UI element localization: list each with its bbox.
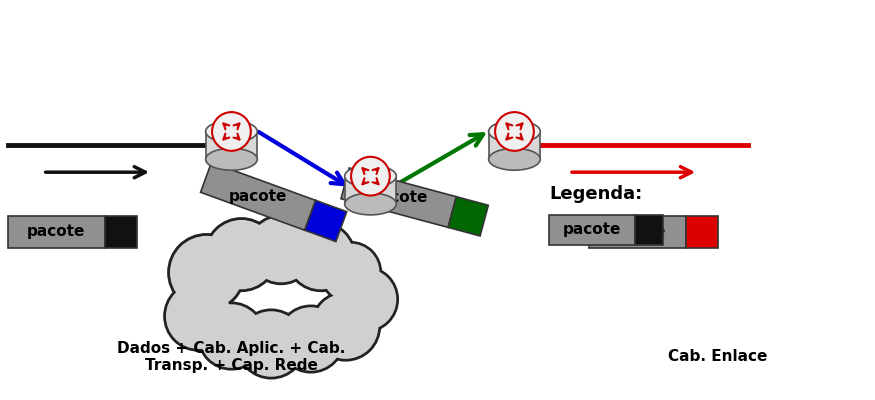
Circle shape	[169, 235, 244, 310]
Circle shape	[279, 307, 343, 371]
Bar	[635, 215, 663, 245]
Ellipse shape	[488, 120, 540, 142]
Ellipse shape	[206, 148, 257, 170]
Circle shape	[248, 216, 315, 284]
Text: Cab. Enlace: Cab. Enlace	[668, 350, 767, 364]
Bar	[304, 200, 347, 242]
Bar	[488, 132, 540, 159]
Text: pacote: pacote	[229, 189, 287, 204]
Circle shape	[333, 268, 397, 331]
Bar	[686, 216, 718, 248]
Bar	[200, 162, 316, 230]
Text: pacote: pacote	[27, 224, 86, 239]
Text: pacote: pacote	[369, 190, 428, 205]
Circle shape	[278, 306, 344, 372]
Ellipse shape	[345, 193, 396, 215]
Circle shape	[351, 157, 390, 196]
Circle shape	[248, 217, 314, 282]
Circle shape	[321, 243, 381, 302]
Circle shape	[170, 236, 243, 309]
Circle shape	[288, 224, 354, 289]
Ellipse shape	[206, 120, 257, 142]
Circle shape	[313, 293, 378, 359]
Circle shape	[212, 112, 251, 151]
Bar	[8, 216, 105, 248]
Text: pacote: pacote	[608, 224, 667, 239]
Bar	[345, 176, 396, 204]
Circle shape	[238, 311, 304, 377]
Bar	[206, 132, 257, 159]
Ellipse shape	[345, 165, 396, 187]
Circle shape	[200, 304, 263, 368]
Bar	[105, 216, 137, 248]
Circle shape	[334, 268, 396, 330]
Bar	[550, 215, 635, 245]
Circle shape	[237, 310, 304, 378]
Circle shape	[206, 219, 277, 290]
Circle shape	[199, 303, 264, 369]
Circle shape	[164, 282, 233, 350]
Circle shape	[287, 223, 354, 290]
Circle shape	[312, 292, 380, 360]
Text: Legenda:: Legenda:	[550, 185, 642, 203]
Bar	[341, 168, 457, 227]
Circle shape	[495, 112, 534, 151]
Circle shape	[322, 244, 380, 301]
Text: pacote: pacote	[563, 222, 621, 237]
Bar	[589, 216, 686, 248]
Text: Dados + Cab. Aplic. + Cab.
Transp. + Cap. Rede: Dados + Cab. Aplic. + Cab. Transp. + Cap…	[117, 341, 346, 373]
Circle shape	[206, 220, 276, 289]
Bar	[448, 197, 488, 236]
Ellipse shape	[488, 148, 540, 170]
Circle shape	[166, 284, 231, 349]
